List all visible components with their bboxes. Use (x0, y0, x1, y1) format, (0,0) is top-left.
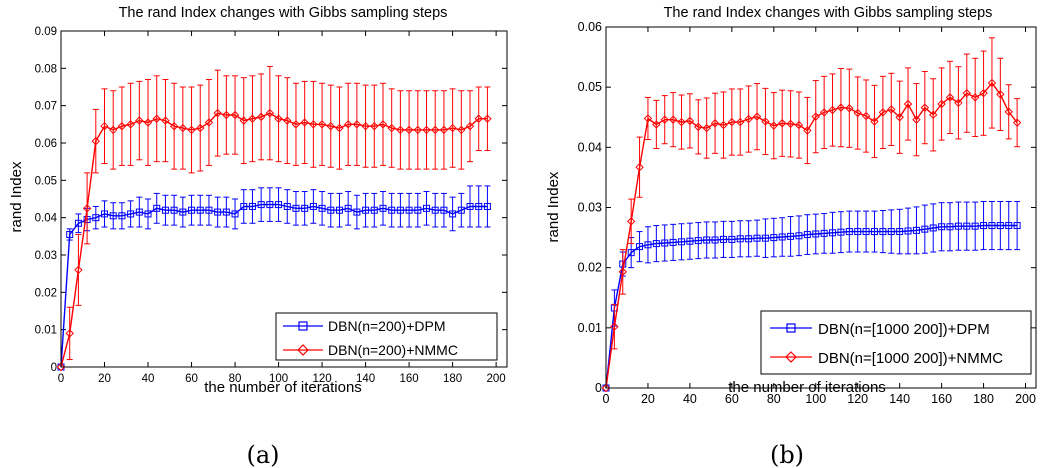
x-tick-label: 200 (487, 373, 506, 385)
x-tick-label: 180 (443, 373, 462, 385)
x-tick-label: 140 (356, 373, 375, 385)
y-tick-label: 0.09 (35, 26, 57, 38)
x-tick-label: 0 (58, 373, 64, 385)
y-axis-label: rand Index (545, 171, 562, 242)
y-tick-label: 0.01 (35, 325, 57, 337)
y-tick-label: 0.08 (35, 63, 57, 75)
panel-a: The rand Index changes with Gibbs sampli… (8, 5, 507, 468)
panel-caption: (a) (246, 441, 279, 468)
y-tick-label: 0 (51, 362, 57, 374)
legend-label-nmmc: DBN(n=[1000 200])+NMMC (818, 350, 1003, 367)
panel-caption: (b) (770, 441, 804, 468)
chart-title: The rand Index changes with Gibbs sampli… (664, 5, 993, 21)
x-tick-label: 40 (683, 392, 697, 406)
x-tick-label: 80 (229, 373, 242, 385)
y-tick-label: 0 (595, 381, 602, 395)
x-tick-label: 80 (767, 392, 781, 406)
x-tick-label: 180 (973, 392, 994, 406)
legend-label-nmmc: DBN(n=200)+NMMC (328, 342, 458, 358)
x-tick-label: 0 (603, 392, 610, 406)
legend-label-dpm: DBN(n=[1000 200])+DPM (818, 321, 990, 338)
y-tick-label: 0.04 (35, 213, 58, 225)
y-tick-label: 0.04 (578, 140, 602, 154)
x-tick-label: 160 (400, 373, 419, 385)
x-tick-label: 120 (312, 373, 331, 385)
y-axis-label: rand Index (8, 161, 25, 232)
legend: DBN(n=[1000 200])+DPM DBN(n=[1000 200])+… (761, 311, 1031, 374)
x-tick-label: 200 (1015, 392, 1036, 406)
x-tick-label: 100 (805, 392, 826, 406)
chart-title: The rand Index changes with Gibbs sampli… (119, 5, 448, 21)
y-tick-label: 0.06 (578, 20, 602, 34)
y-tick-label: 0.05 (578, 80, 602, 94)
y-tick-label: 0.06 (35, 138, 57, 150)
x-tick-label: 140 (889, 392, 910, 406)
x-tick-label: 60 (725, 392, 739, 406)
y-tick-label: 0.07 (35, 101, 57, 113)
x-tick-label: 60 (185, 373, 198, 385)
x-tick-label: 160 (931, 392, 952, 406)
legend: DBN(n=200)+DPM DBN(n=200)+NMMC (276, 313, 497, 360)
y-tick-label: 0.03 (35, 250, 57, 262)
x-tick-label: 100 (269, 373, 288, 385)
y-tick-label: 0.01 (578, 321, 602, 335)
y-tick-label: 0.02 (35, 287, 57, 299)
y-tick-label: 0.02 (578, 261, 602, 275)
x-tick-label: 40 (142, 373, 155, 385)
y-tick-label: 0.05 (35, 175, 57, 187)
x-tick-label: 120 (847, 392, 868, 406)
panel-b: The rand Index changes with Gibbs sampli… (545, 5, 1036, 468)
legend-label-dpm: DBN(n=200)+DPM (328, 318, 446, 334)
x-tick-label: 20 (98, 373, 111, 385)
x-tick-label: 20 (641, 392, 655, 406)
y-tick-label: 0.03 (578, 201, 602, 215)
